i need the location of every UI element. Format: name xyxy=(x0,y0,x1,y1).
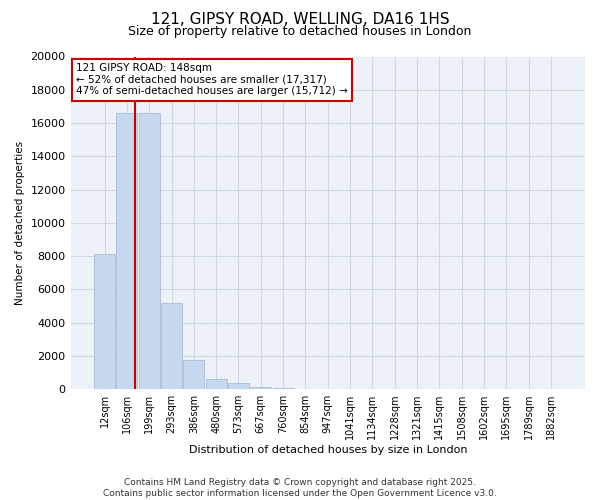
Bar xyxy=(116,113,137,389)
Text: 121 GIPSY ROAD: 148sqm
← 52% of detached houses are smaller (17,317)
47% of semi: 121 GIPSY ROAD: 148sqm ← 52% of detached… xyxy=(76,63,347,96)
Bar xyxy=(94,254,115,389)
Bar xyxy=(206,379,227,389)
Bar xyxy=(183,360,205,389)
Bar xyxy=(228,384,249,389)
Bar xyxy=(272,388,294,389)
Y-axis label: Number of detached properties: Number of detached properties xyxy=(15,140,25,305)
X-axis label: Distribution of detached houses by size in London: Distribution of detached houses by size … xyxy=(188,445,467,455)
Text: 121, GIPSY ROAD, WELLING, DA16 1HS: 121, GIPSY ROAD, WELLING, DA16 1HS xyxy=(151,12,449,28)
Bar xyxy=(161,302,182,389)
Text: Contains HM Land Registry data © Crown copyright and database right 2025.
Contai: Contains HM Land Registry data © Crown c… xyxy=(103,478,497,498)
Bar xyxy=(250,386,271,389)
Bar xyxy=(139,113,160,389)
Text: Size of property relative to detached houses in London: Size of property relative to detached ho… xyxy=(128,25,472,38)
